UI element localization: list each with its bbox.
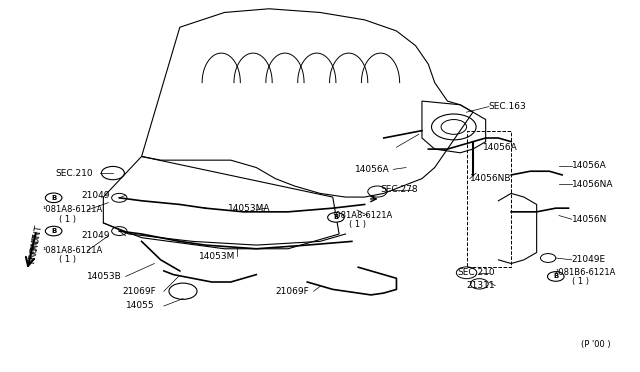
Text: 14056NB: 14056NB: [470, 174, 511, 183]
Text: 14053B: 14053B: [88, 272, 122, 281]
Text: 21049: 21049: [81, 191, 109, 200]
Text: (P '00 ): (P '00 ): [581, 340, 611, 349]
Text: 21049E: 21049E: [572, 255, 606, 264]
Circle shape: [45, 193, 62, 203]
Text: 21069F: 21069F: [275, 287, 309, 296]
Text: 14056A: 14056A: [572, 161, 607, 170]
Text: 21049: 21049: [81, 231, 109, 240]
Text: B: B: [51, 195, 56, 201]
Text: ¹081B6-6121A: ¹081B6-6121A: [556, 268, 616, 277]
Text: 14056N: 14056N: [572, 215, 607, 224]
Text: 14056A: 14056A: [483, 143, 517, 152]
Text: 14055: 14055: [125, 301, 154, 311]
Text: B: B: [333, 214, 339, 220]
Text: ¹081A8-6121A: ¹081A8-6121A: [333, 211, 393, 220]
Text: B: B: [553, 273, 558, 279]
Text: 14053M: 14053M: [199, 251, 236, 261]
Text: B: B: [51, 228, 56, 234]
Circle shape: [45, 226, 62, 236]
Text: ( 1 ): ( 1 ): [59, 215, 76, 224]
Text: ¹081A8-6121A: ¹081A8-6121A: [43, 205, 103, 215]
Text: ( 1 ): ( 1 ): [349, 220, 365, 229]
Circle shape: [328, 212, 344, 222]
Text: ( 1 ): ( 1 ): [59, 255, 76, 264]
Text: 21069F: 21069F: [122, 287, 156, 296]
Text: SEC.278: SEC.278: [381, 185, 418, 194]
Text: SEC.210: SEC.210: [457, 268, 495, 277]
Text: SEC.210: SEC.210: [56, 169, 93, 177]
Text: FRONT: FRONT: [27, 233, 41, 264]
Text: SEC.163: SEC.163: [489, 102, 527, 111]
Circle shape: [547, 272, 564, 281]
Text: 14056A: 14056A: [355, 165, 390, 174]
Text: ( 1 ): ( 1 ): [572, 278, 589, 286]
Text: FRONT: FRONT: [29, 224, 44, 255]
Text: 21311: 21311: [467, 281, 495, 290]
Text: 14056NA: 14056NA: [572, 180, 613, 189]
Text: ¹081A8-6121A: ¹081A8-6121A: [43, 246, 103, 255]
Text: 14053MA: 14053MA: [228, 203, 270, 213]
